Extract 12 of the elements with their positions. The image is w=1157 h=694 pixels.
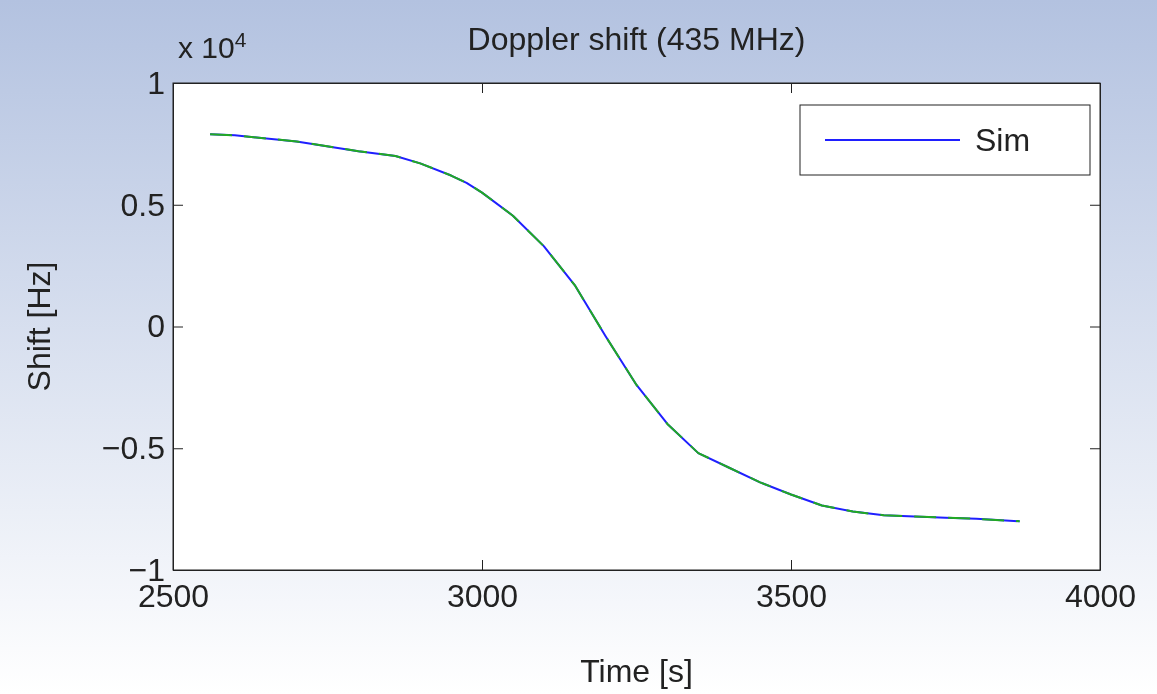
x-tick-label: 3000 — [446, 577, 519, 614]
y-tick-label: −0.5 — [101, 429, 165, 466]
y-tick-label: 0 — [147, 308, 165, 345]
text: x 10$^{4}$ — [178, 27, 247, 64]
legend-label: Sim — [975, 122, 1031, 158]
y-axis-title: Shift [Hz] — [21, 261, 57, 392]
y-tick-label: 1 — [147, 64, 165, 101]
y-tick-label: 0.5 — [120, 186, 165, 223]
chart-title: Doppler shift (435 MHz) — [467, 21, 806, 57]
x-tick-label: 3500 — [755, 577, 828, 614]
x-tick-label: 4000 — [1064, 577, 1137, 614]
x-axis-title: Time [s] — [580, 653, 693, 689]
